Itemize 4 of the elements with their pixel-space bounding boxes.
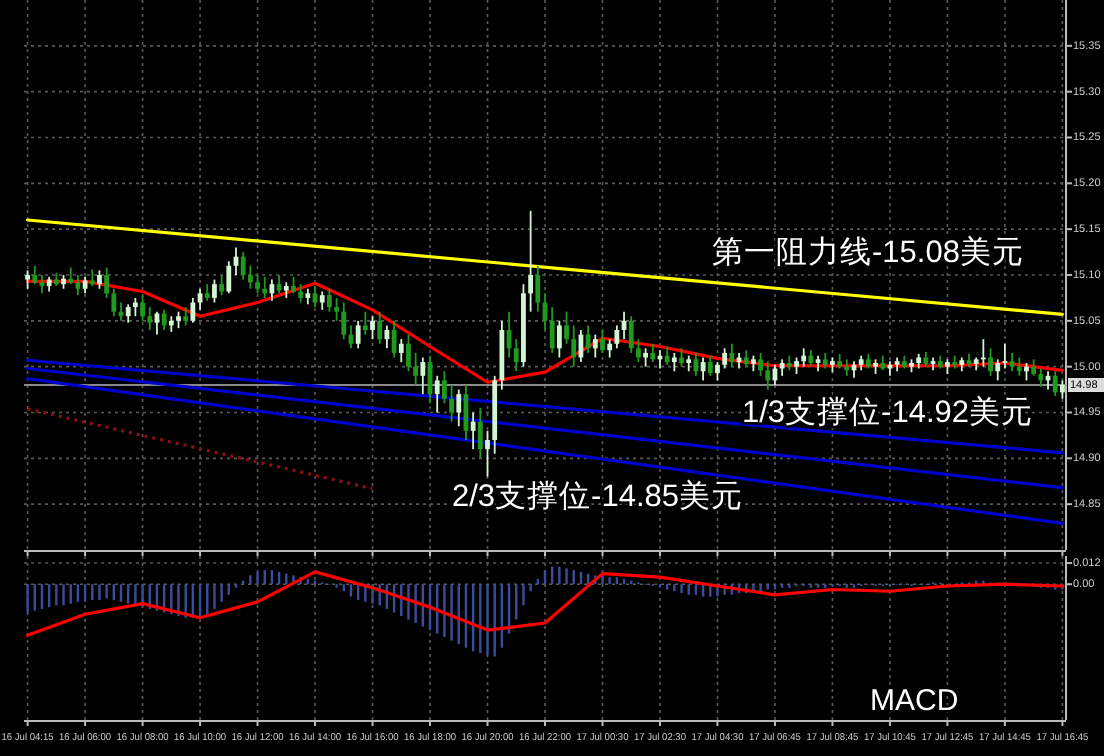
annotation: MACD xyxy=(870,683,959,718)
annotation: 1/3支撑位-14.92美元 xyxy=(742,394,1033,431)
annotation: 第一阻力线-15.08美元 xyxy=(712,234,1024,271)
annotation: 2/3支撑位-14.85美元 xyxy=(452,478,743,515)
